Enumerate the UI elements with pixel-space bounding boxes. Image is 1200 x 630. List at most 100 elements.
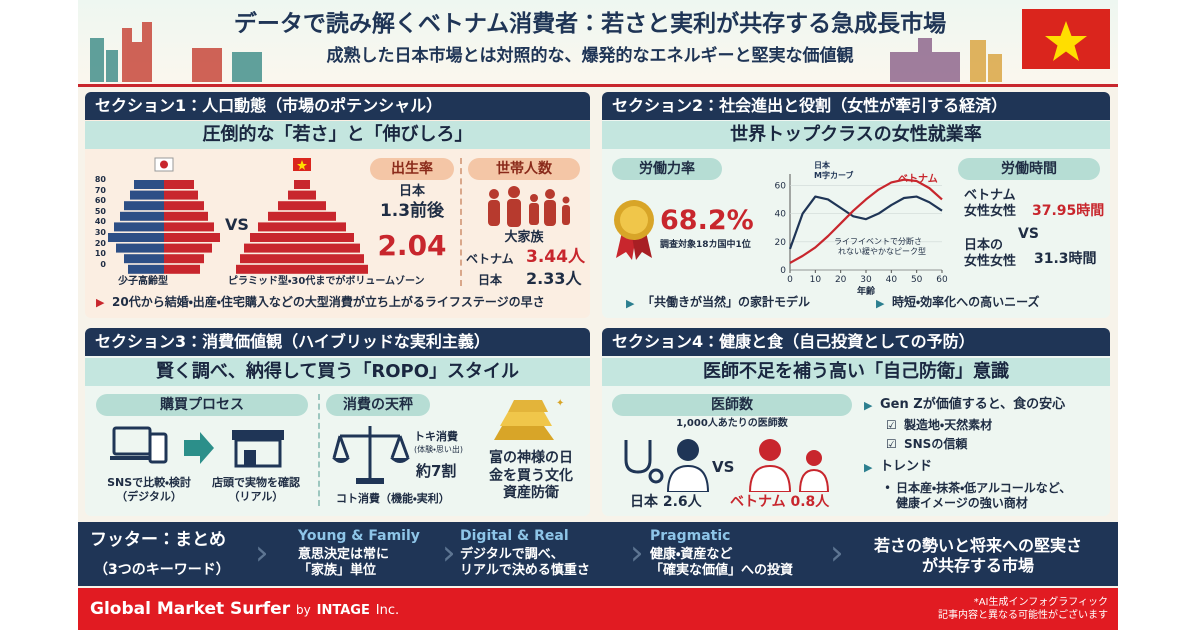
- brand-name: Global Market Surfer by INTAGE Inc.: [90, 599, 399, 620]
- section1-subheading: 圧倒的な「若さ」と「伸びしろ」: [85, 121, 590, 149]
- section4-subheading: 医師不足を補う高い「自己防衛」意識: [602, 358, 1110, 386]
- toki-share: 約7割: [416, 462, 457, 480]
- vietnam-flag: [1022, 9, 1110, 69]
- genz-item: 製造地・天然素材: [904, 418, 993, 432]
- household-japan: 日本: [478, 273, 503, 287]
- chevron: ›: [442, 533, 456, 573]
- vietnam-caption: ピラミッド型・30代までがボリュームゾーン: [228, 276, 425, 287]
- toki-sub: (体験・思い出): [414, 445, 463, 454]
- pyramid-bar-female: [164, 180, 194, 189]
- footer: [78, 522, 1118, 586]
- x-axis-label: 年齢: [857, 285, 876, 295]
- section4-heading: セクション4：健康と食（自己投資としての予防）: [602, 328, 1110, 356]
- section3-heading: セクション3：消費価値観（ハイブリッドな実利主義）: [85, 328, 590, 356]
- trend-label: トレンド: [880, 459, 933, 474]
- x-tick-label: 30: [860, 275, 872, 285]
- labor-rate-value: 68.2%: [660, 205, 754, 236]
- brand-by: by: [296, 603, 311, 617]
- doctors-vs: VS: [712, 458, 735, 476]
- pyramid-bar-female: [164, 264, 200, 274]
- household-caption: 大家族: [504, 230, 544, 245]
- labor-chart: 0 20 40 60 0 10 20 30 40 50 60 年齢 日本 M字カーブ ベトナムライフイベント…: [775, 160, 948, 295]
- svg-text:✦: ✦: [556, 398, 564, 409]
- household-vietnam-value: 3.44人: [526, 247, 585, 267]
- footer-title: フッター：まとめ: [90, 530, 226, 550]
- trend-text: 日本産・抹茶・低アルコールなど、 健康イメージの強い商材: [896, 481, 1072, 510]
- birth-vietnam-value: 2.04: [377, 229, 447, 262]
- x-tick-label: 0: [787, 275, 793, 285]
- bullet-mark: ▶: [864, 461, 873, 474]
- keyword-title: Digital & Real: [460, 528, 569, 544]
- brand-bar: [78, 588, 1118, 630]
- title: データで読み解くベトナム消費者：若さと実利が共存する急成長市場: [233, 11, 947, 37]
- age-tick-label: 70: [94, 185, 106, 195]
- pyramid-bar-male: [108, 233, 164, 242]
- pyramid-bar-male: [130, 190, 164, 200]
- x-tick-label: 40: [886, 275, 898, 285]
- household-label: 世帯人数: [468, 158, 580, 180]
- age-tick-label: 20: [94, 238, 106, 248]
- doctors-japan: 日本 2.6人: [630, 494, 702, 510]
- age-tick-label: 0: [100, 259, 106, 269]
- work-vietnam: ベトナム 女性女性: [964, 188, 1017, 220]
- labor-rate-caption: 調査対象18カ国中1位: [660, 240, 751, 250]
- bullet-mark: ▶: [626, 297, 635, 310]
- labor-rate-label: 労働力率: [612, 158, 722, 180]
- checkbox: ☑: [886, 418, 897, 432]
- birth-japan-value: 1.3前後: [379, 201, 445, 221]
- bullet-mark: ▶: [96, 296, 105, 309]
- household-japan-value: 2.33人: [526, 269, 582, 288]
- pyramid-bar-male: [114, 222, 164, 232]
- pyramid-bar-male: [128, 264, 164, 274]
- x-tick-label: 20: [835, 275, 847, 285]
- bullet-dot: •: [884, 481, 892, 495]
- gold-text: 富の神様の日 金を買う文化 資産防衛: [489, 450, 573, 501]
- keyword-title: Young & Family: [298, 528, 420, 544]
- series-line: [788, 195, 943, 250]
- section2-bullet: 「共働きが当然」の家計モデル: [642, 295, 811, 309]
- doctors-vietnam: ベトナム 0.8人: [730, 494, 830, 510]
- section1-heading: セクション1：人口動態（市場のポテンシャル）: [85, 92, 590, 120]
- pyramid-bar: [244, 243, 360, 253]
- pyramid-bar: [236, 264, 368, 274]
- bullet-mark: ▶: [876, 297, 885, 310]
- series-line: [789, 178, 943, 264]
- pyramid-bar: [278, 201, 326, 211]
- age-tick-label: 80: [94, 175, 106, 184]
- age-tick-label: 40: [94, 217, 106, 227]
- pyramid-bar-female: [164, 201, 204, 211]
- pyramid-bar-male: [124, 254, 164, 264]
- series-label: ベトナム: [898, 173, 938, 185]
- birth-rate-label: 出生率: [370, 158, 454, 180]
- y-tick-label: 0: [780, 266, 786, 276]
- work-vs: VS: [1018, 226, 1039, 242]
- x-tick-label: 60: [936, 275, 948, 285]
- keyword-title: Pragmatic: [650, 528, 731, 544]
- pyramid-bar-female: [164, 243, 212, 253]
- chevron: ›: [830, 533, 844, 573]
- divider: [460, 158, 462, 286]
- section2-bullet: 時短・効率化への高いニーズ: [892, 295, 1040, 309]
- keyword-text: 意思決定は常に 「家族」単位: [298, 547, 390, 579]
- y-tick-label: 40: [775, 210, 787, 220]
- pyramid-bar: [288, 190, 316, 200]
- family-icon: [488, 186, 570, 227]
- x-tick-label: 10: [810, 275, 822, 285]
- pyramid-bar-female: [164, 254, 204, 264]
- process-label: 購買プロセス: [96, 394, 308, 416]
- chevron: ›: [255, 533, 269, 573]
- pyramid-bar: [294, 180, 310, 189]
- pyramid-bar: [258, 222, 346, 232]
- doctor-icons: [624, 439, 830, 492]
- divider: [318, 394, 320, 506]
- process-real: 店頭で実物を確認 （リアル）: [212, 476, 300, 503]
- x-tick-label: 50: [911, 275, 923, 285]
- toki: トキ消費: [414, 430, 458, 443]
- genz-item: SNSの信頼: [904, 437, 968, 451]
- pyramids: [108, 157, 368, 274]
- skyline: [90, 22, 262, 82]
- pyramid-bar: [268, 211, 336, 221]
- brand-company: INTAGE: [316, 603, 370, 618]
- brand-note: *AI生成インフォグラフィック 記事内容と異なる可能性がございます: [938, 597, 1108, 621]
